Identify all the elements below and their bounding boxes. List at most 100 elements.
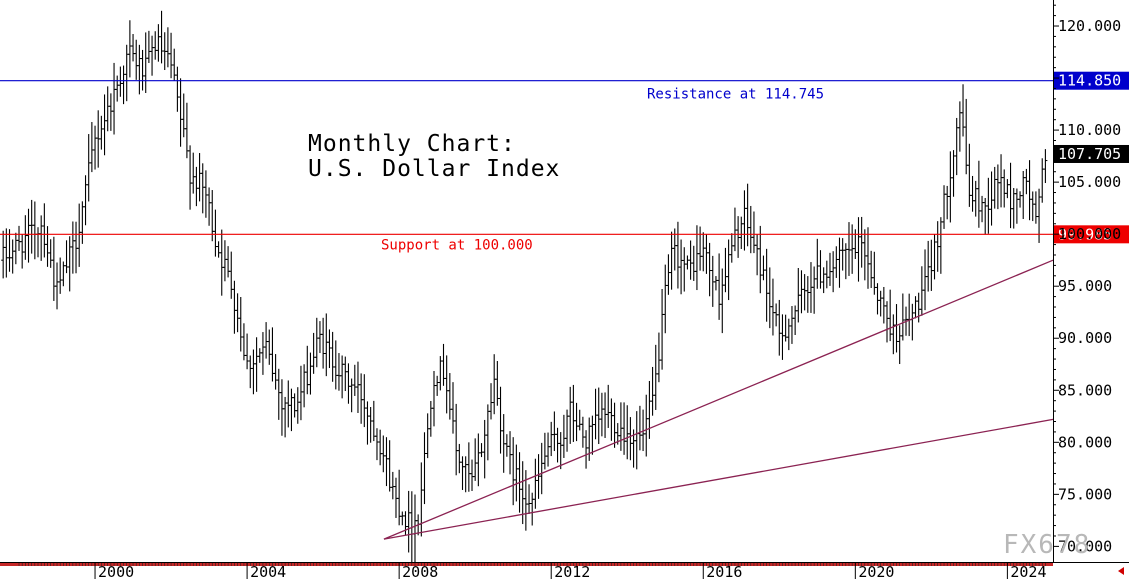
ohlc-bar xyxy=(412,494,417,563)
ohlc-bar xyxy=(476,433,481,487)
ohlc-bar xyxy=(381,435,386,473)
ohlc-bar xyxy=(70,221,75,274)
ohlc-bar xyxy=(181,93,186,138)
ohlc-bar xyxy=(913,296,918,319)
ohlc-bar xyxy=(365,401,370,445)
ohlc-bar xyxy=(555,427,560,463)
ohlc-bar xyxy=(466,442,471,492)
ohlc-bar xyxy=(824,260,829,289)
ohlc-bar xyxy=(704,234,709,274)
ohlc-bar xyxy=(561,414,566,458)
ohlc-bar xyxy=(530,492,535,526)
ohlc-bar xyxy=(767,267,772,329)
ohlc-bar xyxy=(7,229,12,272)
ohlc-bar xyxy=(327,329,332,369)
ohlc-bar xyxy=(745,183,750,247)
ohlc-bar xyxy=(701,232,706,272)
ohlc-bar xyxy=(976,160,981,228)
ohlc-bar xyxy=(590,415,595,455)
ohlc-bar xyxy=(374,428,379,461)
ohlc-bar xyxy=(447,373,452,420)
price-bars xyxy=(1,10,1048,563)
ohlc-bar xyxy=(533,458,538,509)
ohlc-bar xyxy=(400,511,405,526)
ohlc-bar xyxy=(248,355,253,389)
ohlc-bar xyxy=(384,437,389,487)
ohlc-bar xyxy=(527,484,532,514)
ohlc-bar xyxy=(777,299,782,356)
trendline-upper xyxy=(383,259,1054,540)
ohlc-bar xyxy=(200,163,205,214)
ohlc-bar xyxy=(355,361,360,414)
ohlc-bar xyxy=(222,240,227,282)
ohlc-bar xyxy=(593,388,598,440)
ohlc-bar xyxy=(482,419,487,479)
ohlc-bar xyxy=(732,207,737,252)
ohlc-bar xyxy=(957,101,962,152)
ohlc-bar xyxy=(891,314,896,355)
ohlc-bar xyxy=(793,305,798,335)
ohlc-bar xyxy=(346,363,351,404)
last-price-tag-text: 107.705 xyxy=(1058,145,1121,163)
ohlc-bar xyxy=(463,456,468,493)
ohlc-bar xyxy=(492,354,497,415)
ohlc-bar xyxy=(245,333,250,370)
resistance-price-tag-text: 114.850 xyxy=(1058,72,1121,90)
ohlc-bar xyxy=(973,180,978,217)
ohlc-bar xyxy=(720,268,725,334)
ohlc-bar xyxy=(67,236,72,292)
ohlc-bar xyxy=(39,215,44,261)
ohlc-bar xyxy=(948,151,953,223)
ohlc-bar xyxy=(644,394,649,457)
ohlc-bar xyxy=(926,240,931,292)
ohlc-bar xyxy=(584,430,589,469)
ohlc-bar xyxy=(888,289,893,342)
ohlc-bar xyxy=(1033,191,1038,224)
ohlc-bar xyxy=(371,400,376,442)
ohlc-bar xyxy=(428,400,433,437)
ohlc-bar xyxy=(764,248,769,322)
ohlc-bar xyxy=(58,257,63,294)
ohlc-bar xyxy=(226,246,231,278)
ohlc-bar xyxy=(938,217,943,274)
ohlc-bar xyxy=(115,75,120,102)
ohlc-bar xyxy=(1,230,6,279)
ohlc-bar xyxy=(273,354,278,390)
ohlc-bar xyxy=(425,413,430,459)
ohlc-bar xyxy=(397,469,402,526)
ohlc-bar xyxy=(105,86,110,132)
ohlc-bar xyxy=(473,438,478,481)
ohlc-bar xyxy=(612,402,617,448)
ohlc-bar xyxy=(995,164,1000,210)
ohlc-bar xyxy=(403,511,408,536)
ohlc-bar xyxy=(761,255,766,281)
ohlc-bar xyxy=(308,352,313,395)
ohlc-bar xyxy=(286,380,291,428)
ohlc-bar xyxy=(650,366,655,416)
ohlc-bar xyxy=(295,387,300,424)
ohlc-bar xyxy=(61,261,66,287)
ohlc-bar xyxy=(504,434,509,457)
ohlc-bar xyxy=(485,404,490,461)
chart-title-line-2: U.S. Dollar Index xyxy=(308,156,560,182)
ohlc-bar xyxy=(625,405,630,460)
ohlc-bar xyxy=(739,216,744,249)
ohlc-bar xyxy=(751,211,756,254)
ohlc-bar xyxy=(254,337,259,392)
ohlc-bar xyxy=(324,313,329,377)
ohlc-bar xyxy=(32,201,37,260)
ohlc-bar xyxy=(235,293,240,333)
scroll-arrow-icon xyxy=(1118,567,1124,575)
ohlc-bar xyxy=(986,177,991,234)
ohlc-bar xyxy=(1005,179,1010,199)
ohlc-bar xyxy=(184,102,189,159)
ohlc-bar xyxy=(755,234,760,276)
ohlc-bar xyxy=(124,44,129,102)
ohlc-bar xyxy=(729,233,734,263)
ohlc-bar xyxy=(970,175,975,212)
trendline-lower xyxy=(383,418,1054,540)
ohlc-bar xyxy=(992,166,997,209)
ohlc-bar xyxy=(865,227,870,289)
ohlc-bar xyxy=(451,382,456,434)
